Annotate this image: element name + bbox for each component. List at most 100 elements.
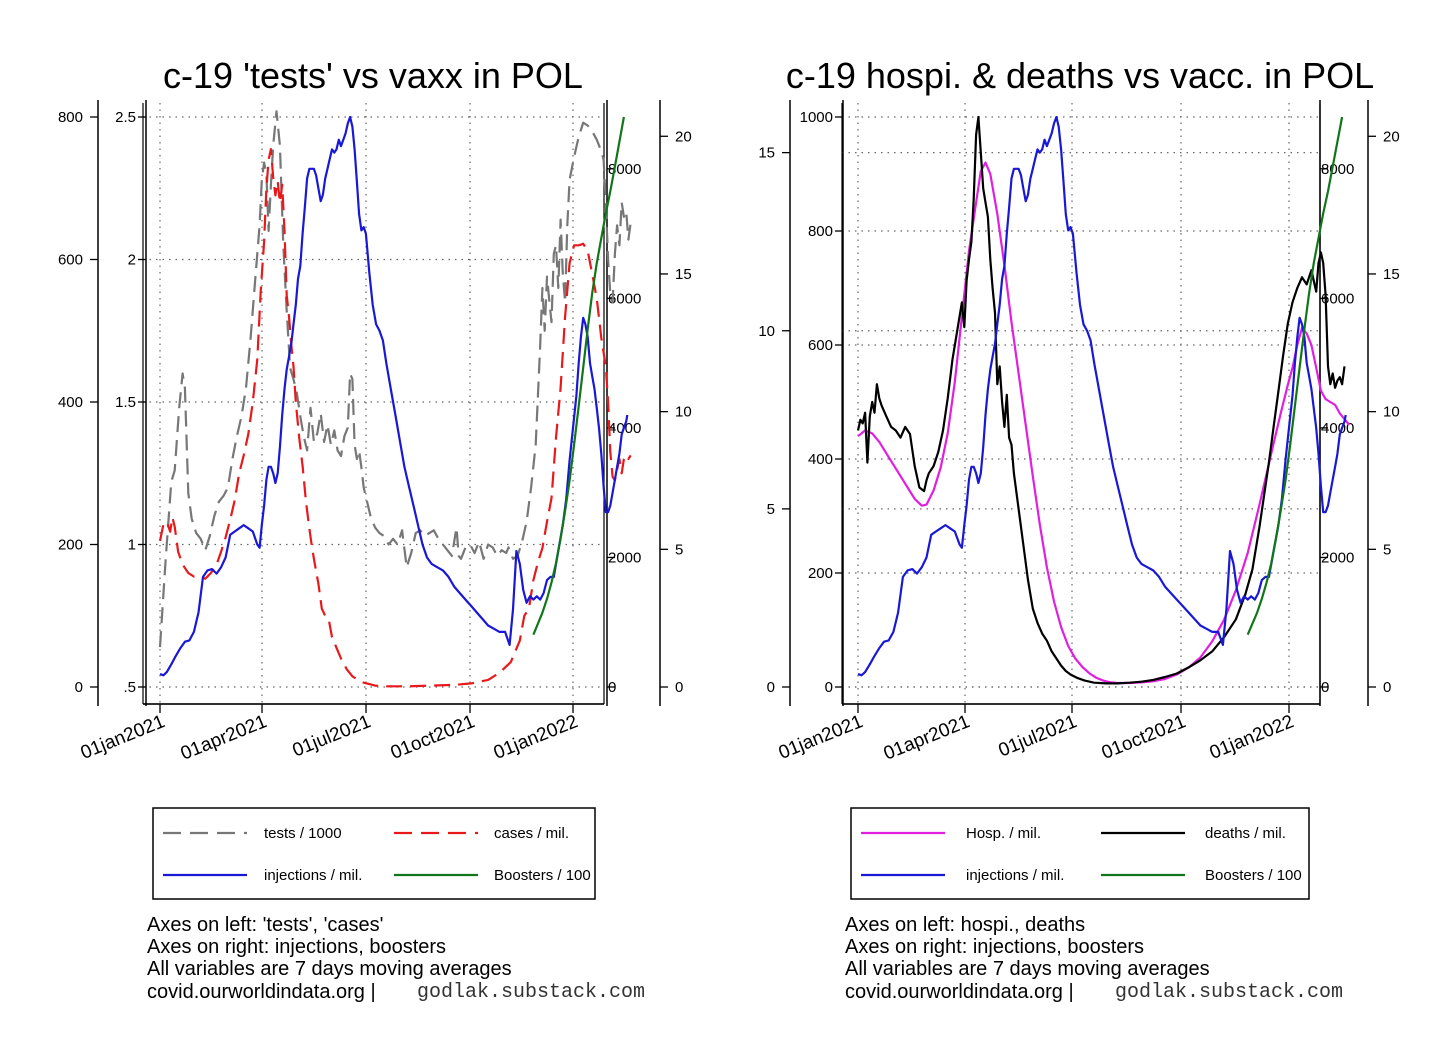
y-tick-label: 0 [825, 679, 833, 696]
legend: tests / 1000 cases / mil. injections / m… [152, 807, 596, 900]
legend-label-deaths: deaths / mil. [1205, 825, 1286, 842]
y-tick-label: 2.5 [115, 109, 136, 126]
y-tick-label: 1 [128, 537, 136, 554]
y-tick-label: 600 [58, 252, 83, 269]
y-tick-label: 2 [128, 252, 136, 269]
series-line-boosters [532, 116, 625, 636]
note-line: Axes on left: hospi., deaths [845, 914, 1085, 936]
chart-panel-hospi-deaths: c-19 hospi. & deaths vs vacc. in POL 0 5 1… [758, 55, 1399, 1004]
y-tick-label: 0 [1383, 679, 1391, 696]
chart-title: c-19 'tests' vs vaxx in POL [163, 55, 583, 96]
x-tick-label: 01jan2021 [78, 711, 168, 764]
series-line-cases-mil [158, 148, 632, 688]
y-tick-label: 800 [808, 223, 833, 240]
series-lines [158, 110, 632, 688]
series-line-hosp-mil [857, 161, 1351, 685]
note-line: Axes on left: 'tests', 'cases' [147, 914, 383, 936]
note-line: All variables are 7 days moving averages [845, 958, 1210, 980]
y-tick-label: 0 [1321, 679, 1329, 696]
grid [841, 103, 1321, 705]
y-tick-label: 5 [767, 501, 775, 518]
right-outer-axis: 0 5 10 15 20 [1367, 100, 1400, 706]
y-tick-label: 400 [58, 394, 83, 411]
series-line-tests [158, 110, 632, 648]
x-axis: 01jan2021 01apr2021 01jul2021 01oct2021 01ja… [78, 703, 604, 765]
legend-label-injections: injections / mil. [966, 867, 1064, 884]
left-outer-axis: 0 200 400 600 800 [58, 100, 99, 706]
x-axis: 01jan2021 01apr2021 01jul2021 01oct2021 01ja… [776, 703, 1320, 765]
y-tick-label: 1000 [800, 109, 833, 126]
y-tick-label: 5 [1383, 541, 1391, 558]
x-tick-label: 01oct2021 [388, 711, 478, 764]
right-inner-axis: 0 2000 4000 6000 8000 [1319, 100, 1354, 706]
y-tick-label: 8000 [1321, 161, 1354, 178]
y-tick-label: 5 [675, 541, 683, 558]
y-tick-label: 20 [675, 128, 692, 145]
y-tick-label: 15 [758, 145, 775, 162]
y-tick-label: 2000 [1321, 549, 1354, 566]
y-tick-label: 0 [767, 679, 775, 696]
legend-label-boosters: Boosters / 100 [494, 867, 591, 884]
series-line-boosters [1246, 116, 1344, 636]
legend-box [152, 807, 596, 900]
y-tick-label: 10 [758, 323, 775, 340]
source-text: covid.ourworldindata.org | [147, 981, 376, 1003]
x-tick-label: 01apr2021 [178, 711, 270, 765]
x-tick-label: 01jan2022 [1207, 711, 1297, 764]
y-tick-label: .5 [123, 679, 136, 696]
y-tick-label: 0 [75, 679, 83, 696]
y-tick-label: 0 [675, 679, 683, 696]
series-line-deaths-mil [856, 115, 1346, 685]
legend-label-cases: cases / mil. [494, 825, 569, 842]
legend: Hosp. / mil. deaths / mil. injections / … [850, 807, 1310, 900]
notes: Axes on left: hospi., deaths Axes on rig… [845, 914, 1343, 1004]
legend-label-injections: injections / mil. [264, 867, 362, 884]
site-text: godlak.substack.com [1115, 981, 1343, 1004]
series-lines [856, 115, 1351, 685]
x-tick-label: 01oct2021 [1099, 711, 1189, 764]
legend-label-tests: tests / 1000 [264, 825, 342, 842]
site-text: godlak.substack.com [417, 981, 645, 1004]
legend-label-boosters: Boosters / 100 [1205, 867, 1302, 884]
y-tick-label: 15 [675, 266, 692, 283]
series-line-injections-mil [857, 115, 1347, 677]
x-tick-label: 01jul2021 [996, 711, 1080, 761]
y-tick-label: 200 [808, 565, 833, 582]
source-text: covid.ourworldindata.org | [845, 981, 1074, 1003]
y-tick-label: 800 [58, 109, 83, 126]
y-tick-label: 15 [1383, 266, 1400, 283]
x-tick-label: 01jan2021 [776, 711, 866, 764]
y-tick-label: 600 [808, 337, 833, 354]
x-tick-label: 01apr2021 [881, 711, 973, 765]
grid [142, 103, 605, 705]
x-tick-label: 01jul2021 [290, 711, 374, 761]
note-line: Axes on right: injections, boosters [845, 936, 1144, 958]
y-tick-label: 10 [1383, 404, 1400, 421]
y-tick-label: 4000 [1321, 420, 1354, 437]
chart-panel-tests-vaxx: c-19 'tests' vs vaxx in POL 020040060080… [58, 55, 692, 1004]
note-line: All variables are 7 days moving averages [147, 958, 512, 980]
legend-box [850, 807, 1310, 900]
y-tick-label: 400 [808, 451, 833, 468]
y-tick-label: 20 [1383, 128, 1400, 145]
left-inner-axis: .5 1 1.5 2 2.5 [115, 100, 147, 706]
right-outer-axis: 0 5 10 15 20 [659, 100, 692, 706]
y-tick-label: 10 [675, 404, 692, 421]
y-tick-label: 200 [58, 537, 83, 554]
y-tick-label: 6000 [1321, 290, 1354, 307]
y-tick-label: 2000 [608, 549, 641, 566]
y-tick-label: 1.5 [115, 394, 136, 411]
legend-label-hosp: Hosp. / mil. [966, 825, 1041, 842]
y-tick-label: 8000 [608, 161, 641, 178]
left-outer-axis: 0 5 10 15 [758, 100, 791, 706]
series-line-injections-mil [159, 115, 629, 677]
note-line: Axes on right: injections, boosters [147, 936, 446, 958]
left-inner-axis: 0 200 400 600 800 1000 [800, 100, 844, 706]
chart-title: c-19 hospi. & deaths vs vacc. in POL [786, 55, 1374, 96]
y-tick-label: 6000 [608, 290, 641, 307]
x-tick-label: 01jan2022 [491, 711, 581, 764]
notes: Axes on left: 'tests', 'cases' Axes on r… [147, 914, 645, 1004]
y-tick-label: 0 [608, 679, 616, 696]
